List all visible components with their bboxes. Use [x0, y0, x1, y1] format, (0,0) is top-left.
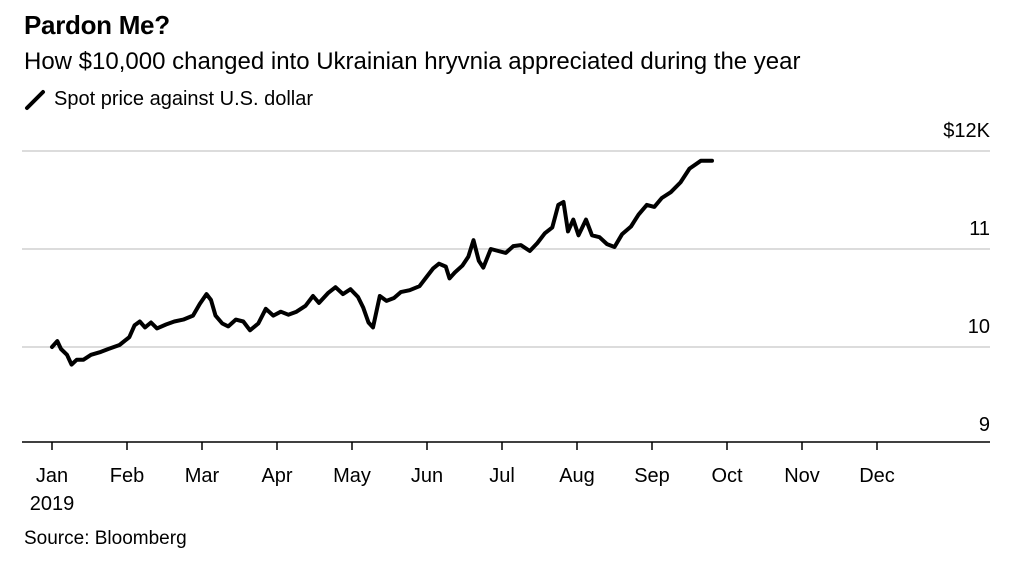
- y-tick-label: $12K: [943, 120, 990, 142]
- y-tick-label: 11: [969, 218, 990, 240]
- chart-subtitle: How $10,000 changed into Ukrainian hryvn…: [24, 48, 801, 75]
- x-tick-label: Apr: [261, 465, 292, 487]
- legend-label: Spot price against U.S. dollar: [54, 88, 314, 110]
- x-tick-label: Feb: [110, 465, 144, 487]
- x-tick-label: Jan: [36, 465, 68, 487]
- x-tick-sublabel: 2019: [30, 493, 75, 515]
- x-tick-label: Dec: [859, 465, 895, 487]
- y-tick-label: 9: [979, 414, 990, 436]
- source-note: Source: Bloomberg: [24, 528, 187, 549]
- y-tick-label: 10: [968, 316, 990, 338]
- x-tick-label: May: [333, 465, 371, 487]
- x-tick-label: Mar: [185, 465, 220, 487]
- x-tick-label: Aug: [559, 465, 595, 487]
- x-tick-label: Jun: [411, 465, 443, 487]
- x-tick-label: Sep: [634, 465, 670, 487]
- x-tick-label: Nov: [784, 465, 820, 487]
- series-line: [50, 158, 714, 367]
- chart-title: Pardon Me?: [24, 10, 170, 40]
- x-tick-label: Oct: [711, 465, 743, 487]
- chart-legend: Spot price against U.S. dollar: [24, 88, 313, 111]
- legend-line-icon: [25, 89, 45, 110]
- x-tick-label: Jul: [489, 465, 515, 487]
